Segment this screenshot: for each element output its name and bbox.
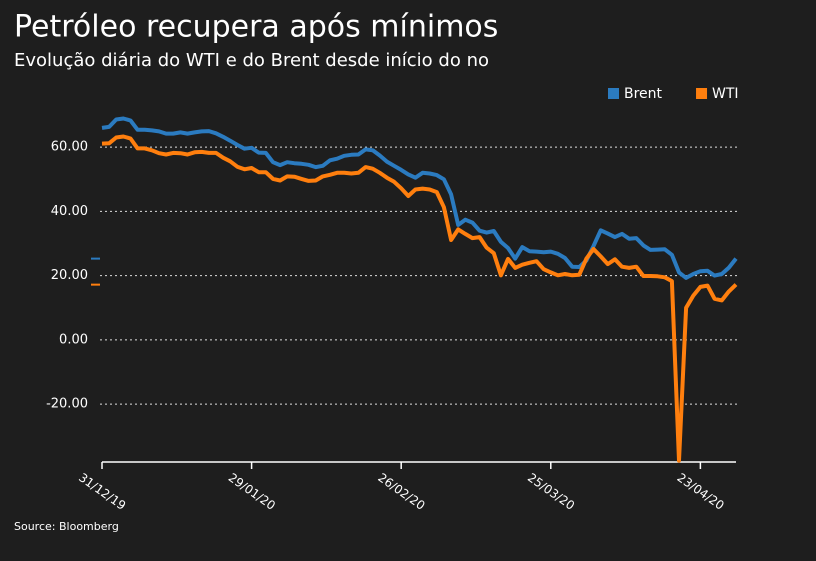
legend-swatch [696, 88, 708, 99]
y-tick-label: -20.00 [46, 397, 88, 412]
legend-label: Brent [624, 86, 663, 102]
chart-title: Petróleo recupera após mínimos [14, 10, 498, 45]
legend-label: WTI [712, 86, 739, 102]
y-tick-label: 20.00 [51, 268, 88, 283]
chart-subtitle: Evolução diária do WTI e do Brent desde … [14, 50, 489, 71]
y-tick-label: 0.00 [59, 332, 88, 347]
series-line [101, 116, 738, 280]
legend-swatch [608, 88, 619, 99]
y-tick-label: 40.00 [51, 204, 88, 219]
y-tick-label: 60.00 [51, 140, 88, 155]
series-line [101, 134, 738, 463]
source: Source: Bloomberg [14, 520, 119, 533]
